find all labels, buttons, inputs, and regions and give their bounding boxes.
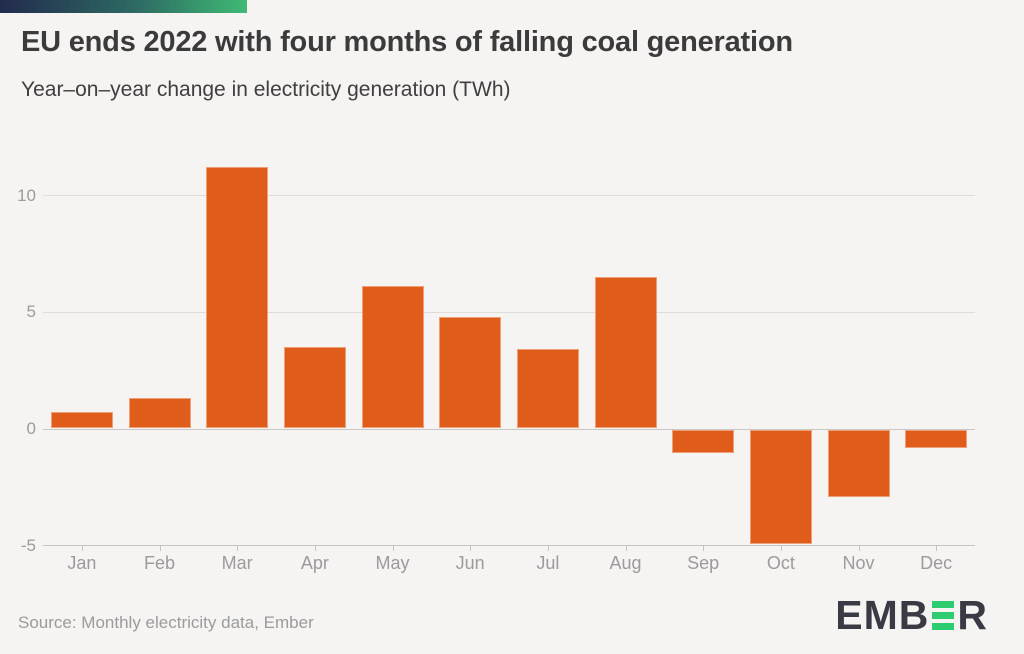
x-axis-label-dec: Dec (920, 553, 953, 573)
x-axis-label-may: May (375, 553, 410, 573)
bar-feb[interactable] (128, 398, 191, 429)
x-axis-label-jul: Jul (536, 553, 560, 573)
x-axis-tick (314, 545, 316, 551)
source-note: Source: Monthly electricity data, Ember (18, 613, 314, 632)
x-axis-tick (237, 545, 239, 551)
x-axis-label-aug: Aug (609, 553, 642, 573)
bar-sep[interactable] (672, 429, 735, 453)
y-axis-tick-label: -5 (20, 535, 36, 555)
bar-jul[interactable] (516, 349, 579, 429)
bar-apr[interactable] (283, 346, 346, 429)
ember-logo-text-r: R (957, 592, 988, 638)
bar-dec[interactable] (905, 429, 968, 449)
chart-subtitle: Year–on–year change in electricity gener… (21, 78, 511, 101)
ember-logo: EMB R (835, 592, 988, 638)
y-axis-tick-label: 0 (26, 419, 36, 438)
bar-oct[interactable] (749, 429, 812, 544)
ember-logo-e-icon (932, 601, 955, 630)
x-axis-line (43, 545, 975, 546)
x-axis-label-apr: Apr (300, 553, 329, 573)
x-axis-tick (470, 545, 472, 551)
y-axis-tick-label: 5 (26, 302, 36, 322)
chart-title: EU ends 2022 with four months of falling… (21, 26, 793, 58)
x-axis-tick (936, 545, 938, 551)
x-axis-tick (780, 545, 782, 551)
x-axis-label-nov: Nov (842, 553, 875, 573)
bar-nov[interactable] (827, 429, 890, 498)
x-axis-label-jun: Jun (455, 553, 485, 573)
bar-aug[interactable] (594, 276, 657, 429)
y-axis-tick-label: 10 (17, 185, 36, 205)
brand-gradient-bar (0, 0, 247, 13)
gridline-y5 (43, 311, 975, 313)
gridline-y0 (43, 428, 975, 430)
x-axis-label-oct: Oct (766, 553, 795, 573)
x-axis-label-mar: Mar (221, 553, 253, 573)
x-axis-label-sep: Sep (687, 553, 720, 573)
x-axis-tick (547, 545, 549, 551)
x-axis-tick (625, 545, 627, 551)
x-axis-tick (81, 545, 83, 551)
bar-mar[interactable] (206, 167, 269, 429)
x-axis-label-feb: Feb (143, 553, 176, 573)
x-axis-tick (858, 545, 860, 551)
x-axis-tick (392, 545, 394, 551)
x-axis-tick (703, 545, 705, 551)
bar-may[interactable] (361, 286, 424, 429)
bar-jun[interactable] (439, 316, 502, 429)
ember-logo-text-emb: EMB (835, 592, 930, 638)
x-axis-label-jan: Jan (67, 553, 97, 573)
x-axis-tick (159, 545, 161, 551)
bar-jan[interactable] (50, 412, 113, 429)
gridline-y10 (43, 195, 975, 197)
